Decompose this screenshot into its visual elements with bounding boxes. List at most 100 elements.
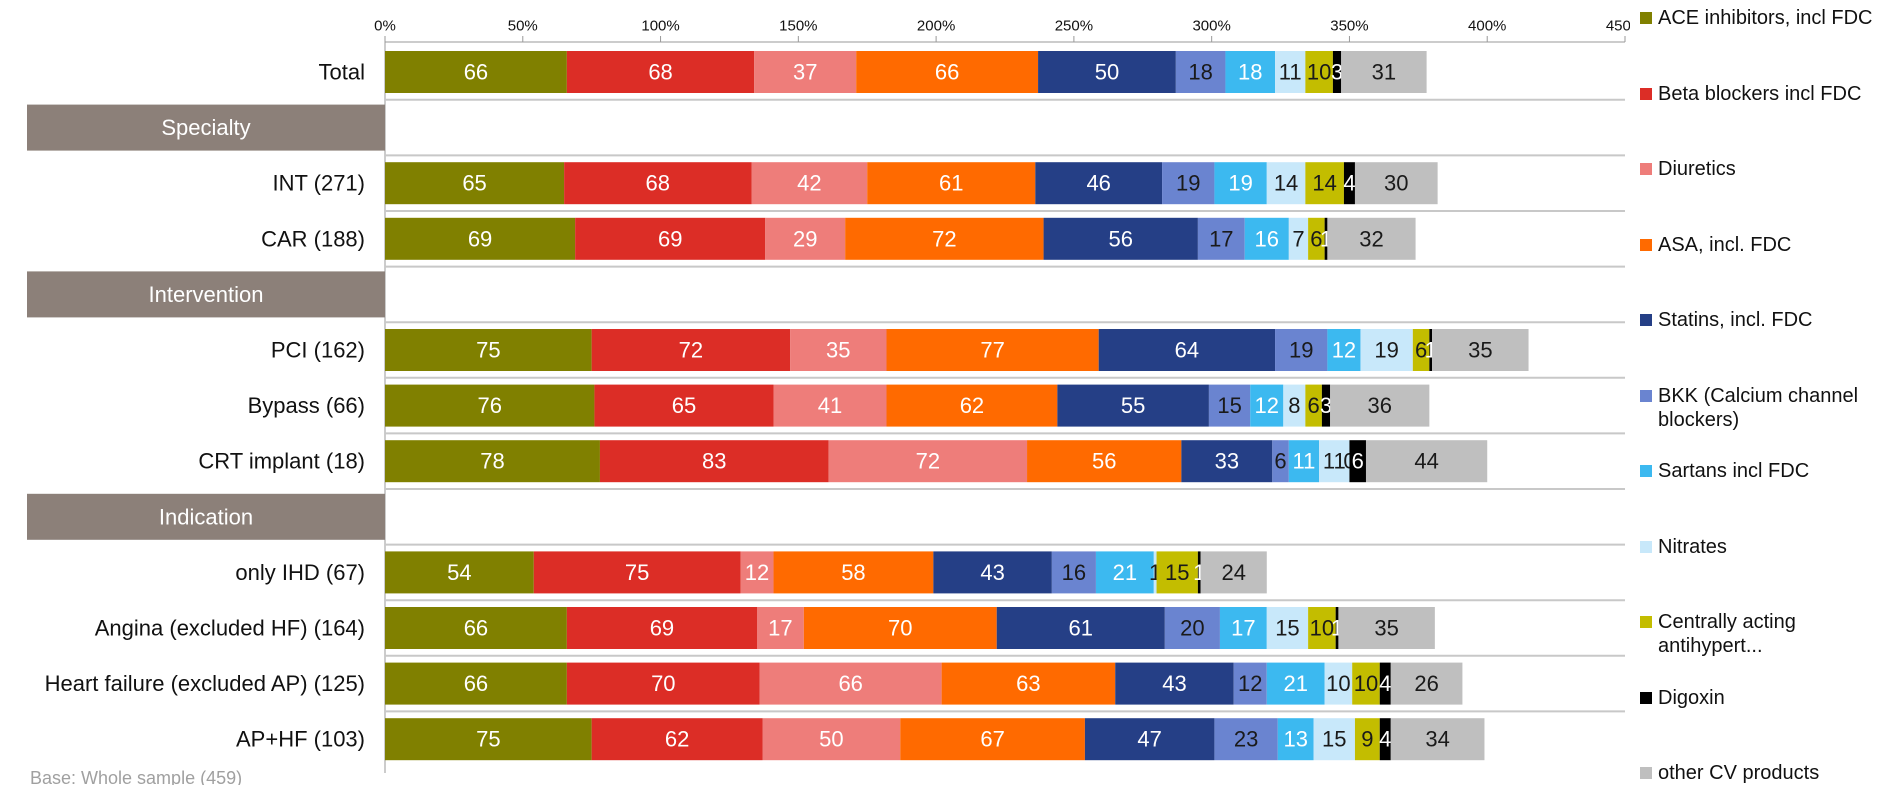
value-label: 10 [1354,671,1378,696]
value-label: 30 [1384,171,1408,196]
legend-label: Centrally acting antihypert... [1658,611,1796,657]
bar-segment [1313,718,1355,761]
value-label: 4 [1343,171,1355,196]
bar-segment [1275,329,1328,371]
x-tick-label: 450% [1606,18,1630,35]
x-tick-label: 150% [779,18,817,35]
bar-segment [594,384,774,427]
value-label: 14 [1274,171,1298,196]
value-label: 65 [462,171,486,196]
bar-segment [385,662,567,705]
value-label: 19 [1228,171,1252,196]
legend-label: Beta blockers incl FDC [1658,82,1862,105]
value-label: 35 [826,338,850,363]
legend-entry: Nitrates [1640,535,1902,559]
bar-segment [385,607,567,649]
value-label: 66 [935,60,959,85]
value-label: 36 [1368,393,1392,418]
bar-segment [773,551,934,594]
legend-swatch [1640,540,1652,553]
legend-swatch [1640,389,1652,402]
bar-segment [941,662,1116,705]
value-label: 15 [1217,393,1241,418]
bar-segment [1412,329,1430,371]
bar-segment [1321,384,1331,427]
bar-segment [1379,718,1391,761]
bar-segment [1266,662,1325,705]
x-tick-label: 300% [1192,18,1230,35]
bar-segment [1162,162,1215,205]
value-label: 66 [838,671,862,696]
value-label: 68 [646,171,670,196]
bar-segment [1360,329,1413,371]
value-label: 75 [625,560,649,585]
value-label: 68 [648,60,672,85]
value-label: 15 [1165,560,1189,585]
bar-segment [1250,384,1284,427]
bar-segment [996,607,1165,649]
bar-segment [1365,440,1488,483]
value-label: 67 [980,727,1004,752]
value-label: 6 [1415,338,1427,363]
value-label: 77 [980,338,1004,363]
category-label: PCI (162) [271,338,365,363]
category-label: Heart failure (excluded AP) (125) [45,671,365,696]
bar-segment [1354,162,1438,205]
bar-segment [385,51,567,93]
bar-segment [933,551,1052,594]
value-label: 4 [1379,671,1391,696]
value-label: 35 [1468,338,1492,363]
value-label: 75 [476,727,500,752]
bar-segment [1288,440,1320,483]
legend-label: Nitrates [1658,535,1727,558]
bar-segment [566,662,760,705]
bar-segment [1043,217,1198,260]
legend-entry: Diuretics [1640,157,1902,181]
value-label: 76 [477,393,501,418]
value-label: 19 [1374,338,1398,363]
value-label: 69 [468,226,492,251]
value-label: 56 [1092,449,1116,474]
x-tick-label: 100% [641,18,679,35]
bar-segment [599,440,829,483]
value-label: 54 [447,560,471,585]
legend-entry: Statins, incl. FDC [1640,308,1902,332]
value-label: 72 [932,226,956,251]
x-tick-label: 200% [917,18,955,35]
bar-segment [1208,384,1251,427]
bar-segment [1035,162,1163,205]
category-label: Total [319,60,365,85]
bar-segment [754,51,857,93]
value-label: 8 [1288,393,1300,418]
value-label: 56 [1108,226,1132,251]
value-label: 23 [1234,727,1258,752]
bar-segment [1272,440,1289,483]
chart: Base: Whole sample (459) 0% 50% 100% 150% 20… [27,18,1630,785]
value-label: 43 [980,560,1004,585]
value-label: 17 [768,616,792,641]
bar-segment [1197,217,1245,260]
legend-label: Sartans incl FDC [1658,460,1810,482]
bar-segment [1219,607,1267,649]
bar-segment [1027,440,1182,483]
legend-entry: ASA, incl. FDC [1640,233,1902,257]
value-label: 78 [480,449,504,474]
bar-segment [1327,217,1416,260]
value-label: 66 [464,616,488,641]
value-label: 32 [1359,226,1383,251]
bar-segment [1429,329,1433,371]
legend-label: BKK (Calcium channel blockers) [1658,384,1859,431]
x-tick-label: 50% [508,18,538,35]
value-label: 70 [651,671,675,696]
bar-segment [1354,718,1380,761]
bar-segment [1308,217,1325,260]
value-label: 19 [1289,338,1313,363]
bar-segment [1197,551,1201,594]
value-label: 7 [1292,226,1304,251]
value-label: 18 [1238,60,1262,85]
value-label: 75 [476,338,500,363]
bar-segment [1341,51,1427,93]
value-label: 83 [702,449,726,474]
bar-segment [1379,662,1391,705]
value-label: 12 [1255,393,1279,418]
